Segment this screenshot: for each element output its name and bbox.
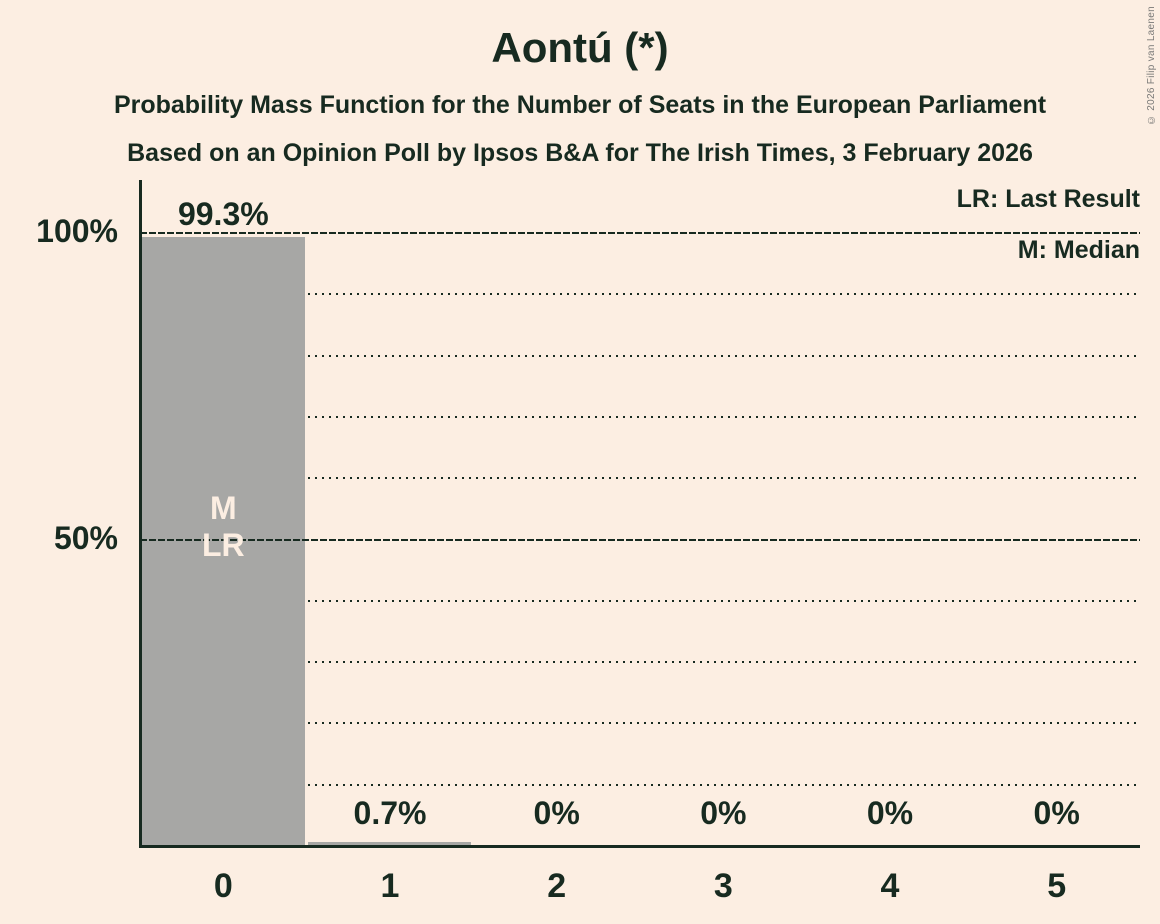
gridline-solid-100: [140, 232, 1140, 234]
y-axis-label-50: 50%: [53, 519, 118, 556]
gridline-dotted-20: [140, 722, 1140, 725]
y-axis-label-100: 100%: [36, 213, 118, 249]
gridline-dotted-90: [140, 293, 1140, 296]
gridline-dotted-70: [140, 415, 1140, 418]
x-tick-label-2: 2: [547, 867, 567, 905]
last-result-marker: LR: [202, 527, 245, 563]
chart-subtitle: Probability Mass Function for the Number…: [113, 91, 1047, 119]
legend-median: M: Median: [1017, 236, 1140, 264]
value-label-seat-5: 0%: [1033, 795, 1080, 831]
legend-last-result: LR: Last Result: [956, 185, 1140, 213]
value-label-seat-2: 0%: [533, 795, 580, 831]
x-tick-label-4: 4: [880, 867, 900, 905]
chart-source-subtitle: Based on an Opinion Poll by Ipsos B&A fo…: [127, 139, 1033, 167]
x-tick-label-3: 3: [713, 867, 733, 905]
copyright-notice: © 2026 Filip van Laenen: [1146, 6, 1157, 126]
value-label-seat-4: 0%: [866, 795, 914, 831]
gridline-dotted-60: [140, 477, 1140, 480]
gridline-dotted-30: [140, 661, 1140, 664]
gridline-dotted-80: [140, 354, 1140, 357]
bar-seat-0: [141, 237, 305, 846]
value-label-seat-1: 0.7%: [353, 795, 427, 831]
gridline-solid-50: [140, 538, 1140, 541]
chart-title: Aontú (*): [491, 24, 669, 71]
value-label-seat-3: 0%: [700, 795, 747, 831]
x-tick-label-0: 0: [213, 867, 233, 905]
y-axis-line: [139, 180, 142, 848]
median-last-result-annotation: M LR: [140, 490, 307, 564]
value-label-seat-0: 99.3%: [177, 196, 269, 233]
gridline-dotted-10: [140, 783, 1140, 786]
x-baseline: [139, 845, 1140, 848]
x-tick-label-5: 5: [1047, 867, 1067, 905]
median-marker: M: [210, 490, 237, 526]
bar-seat-1: [308, 841, 472, 846]
x-tick-label-1: 1: [380, 867, 400, 905]
gridline-dotted-40: [140, 599, 1140, 602]
